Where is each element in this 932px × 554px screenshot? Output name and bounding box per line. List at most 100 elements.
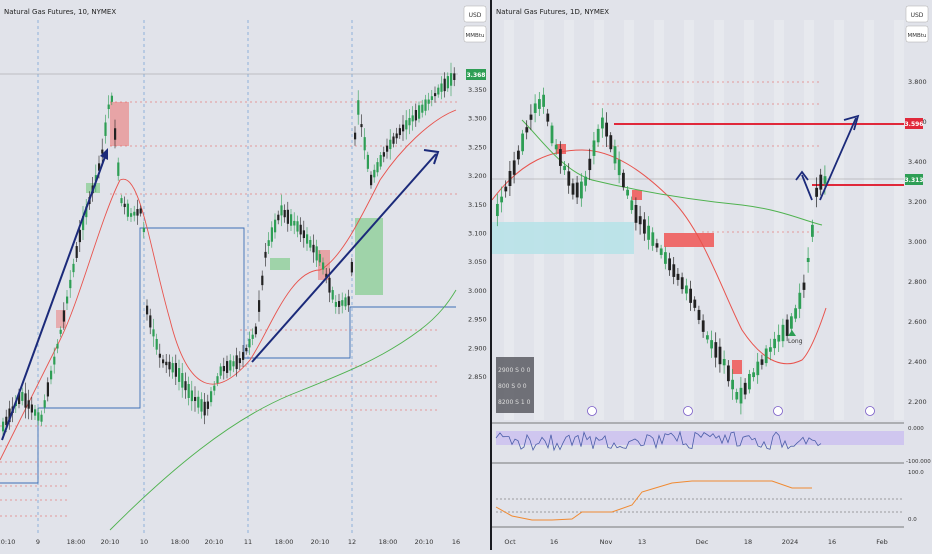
arrowhead-1 [100, 148, 108, 160]
candle-body [605, 122, 608, 137]
right-event-icons[interactable] [587, 406, 875, 416]
candle-body [8, 408, 11, 423]
slow-ma [521, 119, 823, 226]
stats-line-3: 8200 S 1 0 [498, 399, 531, 406]
candle-body [806, 257, 810, 263]
candle-body [306, 234, 309, 244]
left-y-tick: 3.300 [468, 115, 487, 123]
candle-body [181, 373, 184, 388]
candle-body [798, 292, 802, 309]
candle-body [379, 155, 382, 167]
left-currency-label: USD [469, 12, 482, 19]
candle-body [283, 209, 286, 218]
right-price-scale[interactable]: USD MMBtu 3.8003.6003.4003.2003.0002.800… [904, 0, 932, 550]
left-unit-button[interactable] [463, 25, 487, 43]
candle-body [693, 299, 697, 308]
candle-body [360, 124, 363, 128]
session-band [744, 20, 754, 420]
candle-body [443, 78, 446, 92]
candle-body [752, 372, 755, 378]
left-chart-svg[interactable]: Natural Gas Futures, 10, NYMEX USD MMBtu… [0, 0, 490, 550]
right-candles [496, 87, 827, 415]
demand-zone-small [270, 258, 290, 270]
left-currency-button[interactable] [463, 5, 487, 23]
right-y-tick: 2.800 [908, 278, 927, 286]
event-icon[interactable] [587, 406, 597, 416]
left-x-tick: 9 [36, 538, 40, 546]
candle-body [293, 220, 296, 226]
demand-zone-cyan [492, 222, 634, 254]
candle-body [398, 128, 401, 136]
candle-body [613, 146, 617, 164]
candle-body [405, 120, 408, 130]
candle-body [389, 139, 392, 150]
right-y-tick: 3.800 [908, 78, 927, 86]
candle-body [414, 110, 417, 121]
right-currency-button[interactable] [905, 5, 929, 23]
candle-body [630, 200, 634, 211]
candle-body [152, 329, 155, 337]
oscillator-1-line [495, 430, 822, 452]
left-unit-label: MMBtu [466, 33, 485, 39]
session-band [654, 20, 664, 420]
candle-body [655, 243, 659, 248]
left-chart-pane[interactable]: Natural Gas Futures, 10, NYMEX USD MMBtu… [0, 0, 490, 550]
candle-body [430, 96, 433, 101]
left-y-tick: 2.950 [468, 316, 487, 324]
event-icon[interactable] [683, 406, 693, 416]
candle-body [376, 162, 379, 173]
left-x-tick: 20:10 [311, 538, 330, 546]
left-x-tick: 10 [140, 538, 148, 546]
right-chart-svg[interactable]: Natural Gas Futures, 1D, NYMEX 2900 S 0 … [491, 0, 932, 550]
candle-body [512, 160, 516, 175]
session-band [564, 20, 574, 420]
left-price-scale[interactable]: USD MMBtu 3.350 3.300 3.250 3.200 3.150 3.100… [458, 0, 490, 550]
candle-body [638, 216, 642, 225]
candle-body [251, 334, 254, 339]
candle-body [216, 376, 219, 383]
candle-body [735, 391, 739, 400]
candle-body [235, 355, 238, 370]
candle-body [559, 149, 562, 166]
candle-body [626, 189, 629, 196]
candle-body [777, 334, 781, 342]
left-y-tick: 3.200 [468, 172, 487, 180]
candle-body [446, 76, 449, 89]
candle-body [533, 103, 537, 113]
left-x-tick: 20:10 [415, 538, 434, 546]
left-x-tick: 16 [452, 538, 460, 546]
candle-body [453, 73, 456, 80]
candle-body [139, 208, 142, 214]
supply-zone [110, 102, 129, 146]
oscillator-2-line [495, 480, 812, 521]
candle-body [222, 365, 225, 372]
candle-body [30, 404, 33, 413]
candle-body [622, 172, 625, 188]
pane-divider[interactable] [490, 0, 492, 550]
candle-body [178, 368, 181, 382]
candle-body [546, 113, 550, 122]
event-icon[interactable] [773, 406, 783, 416]
right-y-tick: 2.600 [908, 318, 927, 326]
right-price-badge-text: 3.313 [905, 177, 924, 184]
candle-body [731, 379, 734, 390]
small-arrowhead [795, 170, 809, 181]
event-icon[interactable] [865, 406, 875, 416]
left-x-tick: 18:00 [67, 538, 86, 546]
candle-body [668, 258, 671, 271]
candle-body [120, 198, 123, 204]
candle-body [46, 382, 49, 397]
candle-body [50, 370, 53, 380]
candle-body [309, 239, 312, 248]
candle-body [98, 163, 101, 171]
small-arrow [801, 174, 813, 201]
candle-body [197, 396, 200, 408]
supply-zone-low [732, 360, 742, 374]
right-unit-label: MMBtu [908, 33, 927, 39]
stats-line-1: 2900 S 0 0 [498, 367, 531, 374]
right-chart-pane[interactable]: Natural Gas Futures, 1D, NYMEX 2900 S 0 … [491, 0, 932, 550]
candle-body [366, 154, 369, 169]
right-unit-button[interactable] [905, 25, 929, 43]
candle-body [85, 206, 88, 218]
candle-body [689, 288, 692, 303]
